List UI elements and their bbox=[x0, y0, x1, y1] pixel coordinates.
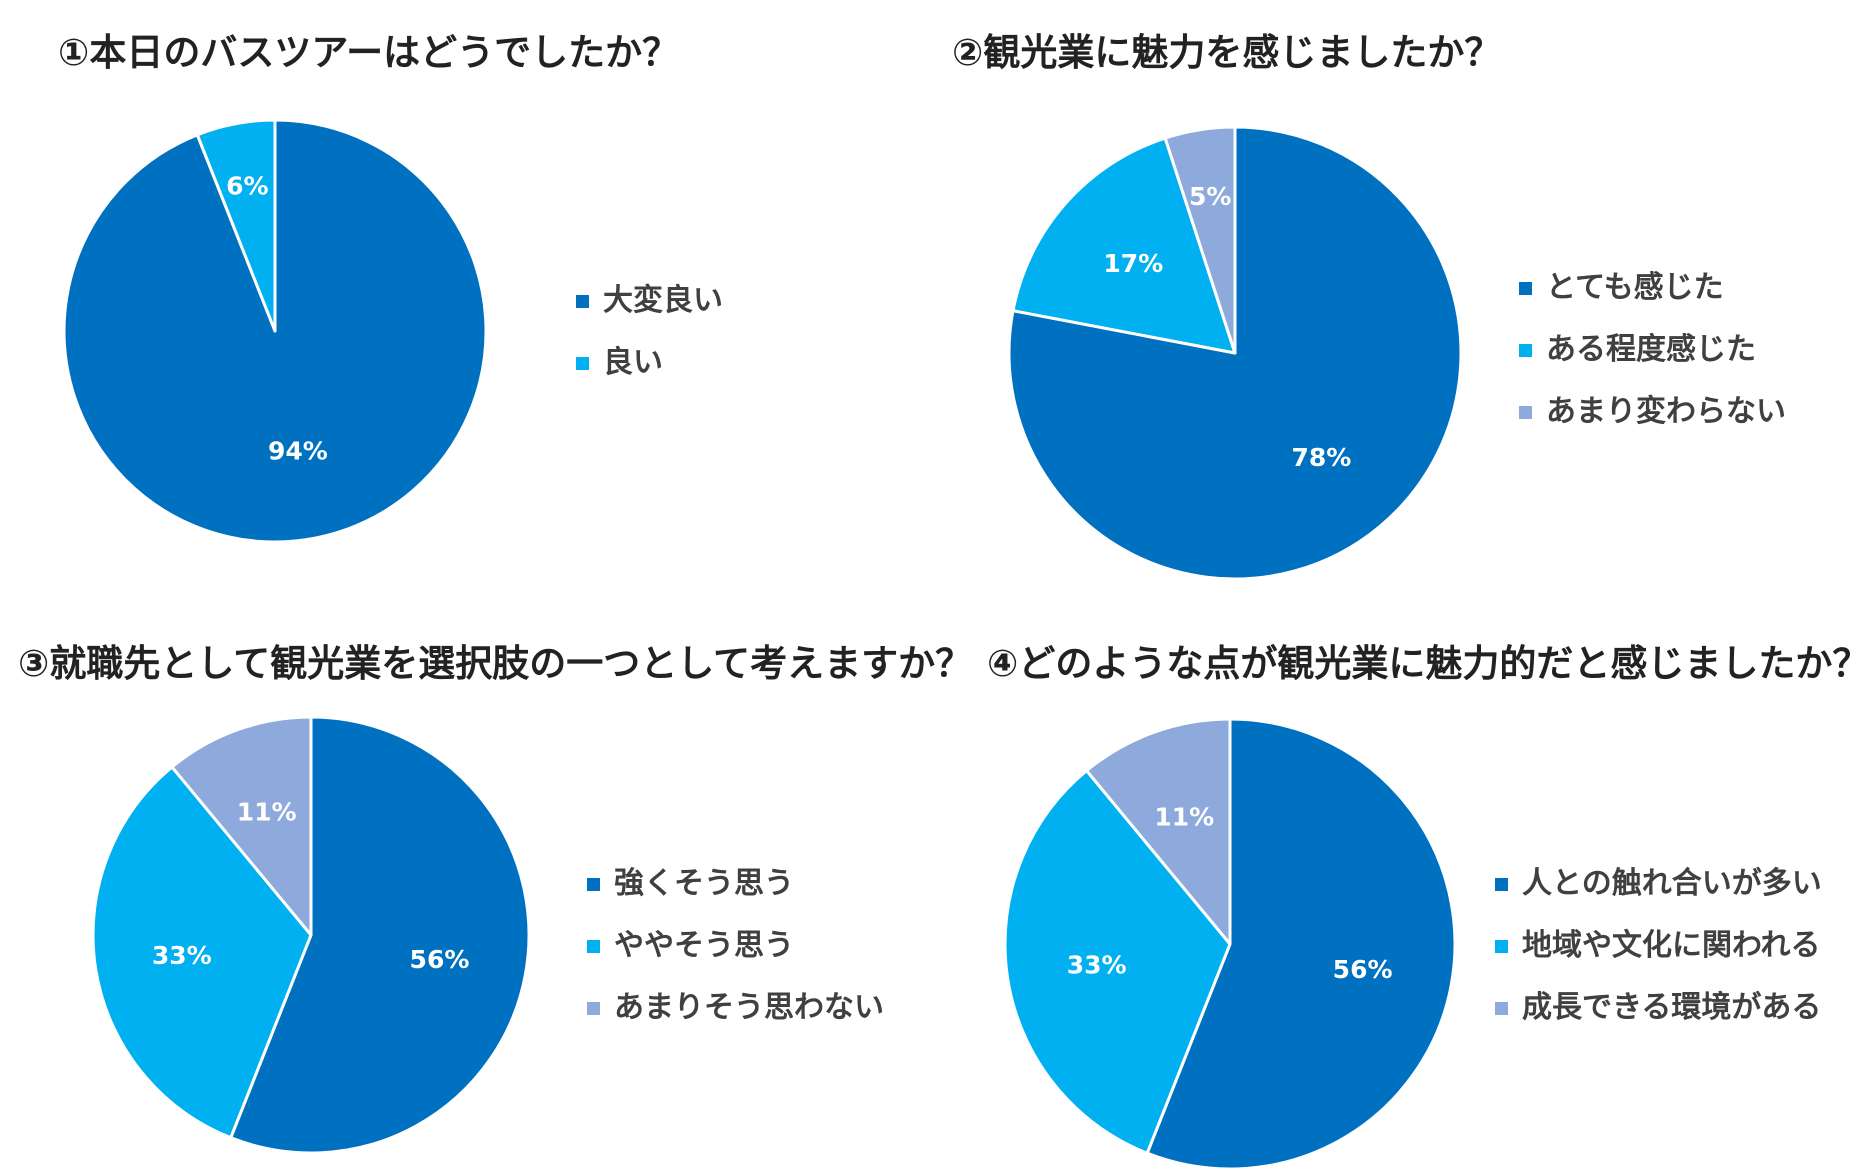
chart-4-legend-swatch bbox=[1495, 939, 1508, 953]
pie-slice bbox=[229, 715, 531, 1155]
pie-slice bbox=[91, 765, 313, 1140]
pie-data-label: 33% bbox=[1067, 951, 1127, 980]
pie-data-label: 6% bbox=[226, 171, 268, 200]
pie-data-label: 11% bbox=[237, 797, 297, 826]
chart-4-legend-item: 成長できる環境がある bbox=[1495, 977, 1822, 1039]
pie-slice bbox=[1085, 717, 1232, 946]
chart-2-legend-swatch bbox=[1519, 281, 1532, 295]
pie-slice bbox=[1011, 136, 1237, 355]
chart-2-legend-label: とても感じた bbox=[1546, 270, 1724, 305]
chart-3-title: ③就職先として観光業を選択肢の一つとして考えますか？ bbox=[18, 642, 973, 685]
chart-2-legend-label: ある程度感じた bbox=[1546, 332, 1756, 367]
chart-4-legend-item: 人との触れ合いが多い bbox=[1495, 853, 1822, 915]
pie-data-label: 94% bbox=[268, 437, 328, 466]
pie-data-label: 5% bbox=[1189, 182, 1231, 211]
chart-4-legend-label: 地域や文化に関われる bbox=[1522, 928, 1821, 963]
chart-1-legend-label: 大変良い bbox=[603, 283, 723, 318]
chart-4-legend-swatch bbox=[1495, 1001, 1508, 1015]
pie-slice bbox=[195, 118, 277, 333]
chart-3-legend: 強くそう思う ややそう思う あまりそう思わない bbox=[587, 853, 884, 1039]
chart-3-legend-item: 強くそう思う bbox=[587, 853, 884, 915]
chart-3-legend-swatch bbox=[587, 877, 600, 891]
chart-3-legend-label: ややそう思う bbox=[614, 928, 794, 963]
chart-2-legend-item: とても感じた bbox=[1519, 257, 1786, 319]
chart-2-legend-swatch bbox=[1519, 343, 1532, 357]
chart-2-legend-swatch bbox=[1519, 405, 1532, 419]
chart-3-legend-swatch bbox=[587, 1001, 600, 1015]
chart-1-legend-swatch bbox=[576, 294, 589, 308]
chart-1-legend-item: 良い bbox=[576, 332, 723, 394]
pie-data-label: 56% bbox=[1333, 955, 1393, 984]
chart-3-legend-item: ややそう思う bbox=[587, 915, 884, 977]
chart-1-legend-item: 大変良い bbox=[576, 270, 723, 332]
chart-1-legend-swatch bbox=[576, 356, 589, 370]
pie-slice bbox=[1003, 769, 1232, 1155]
pie-data-label: 33% bbox=[152, 941, 212, 970]
chart-4-legend-item: 地域や文化に関われる bbox=[1495, 915, 1822, 977]
chart-2-legend-label: あまり変わらない bbox=[1546, 394, 1786, 429]
chart-2-title: ②観光業に魅力を感じましたか？ bbox=[952, 31, 1502, 74]
pie-data-label: 56% bbox=[410, 945, 470, 974]
chart-2-legend-item: ある程度感じた bbox=[1519, 319, 1786, 381]
chart-2-legend: とても感じた ある程度感じた あまり変わらない bbox=[1519, 257, 1786, 443]
chart-3-legend-item: あまりそう思わない bbox=[587, 977, 884, 1039]
chart-4-legend-label: 人との触れ合いが多い bbox=[1522, 866, 1822, 901]
pie-data-label: 11% bbox=[1154, 802, 1214, 831]
pie-slice bbox=[1145, 717, 1457, 1171]
chart-3-legend-label: 強くそう思う bbox=[614, 866, 794, 901]
chart-4-title: ④どのような点が観光業に魅力的だと感じましたか？ bbox=[987, 642, 1870, 685]
chart-4-legend: 人との触れ合いが多い 地域や文化に関われる 成長できる環境がある bbox=[1495, 853, 1822, 1039]
pie-slice bbox=[170, 715, 313, 937]
chart-1-legend: 大変良い 良い bbox=[576, 270, 723, 394]
chart-4-legend-swatch bbox=[1495, 877, 1508, 891]
pie-data-label: 17% bbox=[1103, 249, 1163, 278]
chart-1-legend-label: 良い bbox=[603, 345, 663, 380]
chart-3-legend-label: あまりそう思わない bbox=[614, 990, 884, 1025]
pie-slice bbox=[1163, 125, 1237, 355]
chart-2-legend-item: あまり変わらない bbox=[1519, 381, 1786, 443]
pie-data-label: 78% bbox=[1292, 443, 1352, 472]
chart-1-title: ①本日のバスツアーはどうでしたか？ bbox=[58, 31, 680, 74]
chart-3-legend-swatch bbox=[587, 939, 600, 953]
chart-4-legend-label: 成長できる環境がある bbox=[1522, 990, 1822, 1025]
